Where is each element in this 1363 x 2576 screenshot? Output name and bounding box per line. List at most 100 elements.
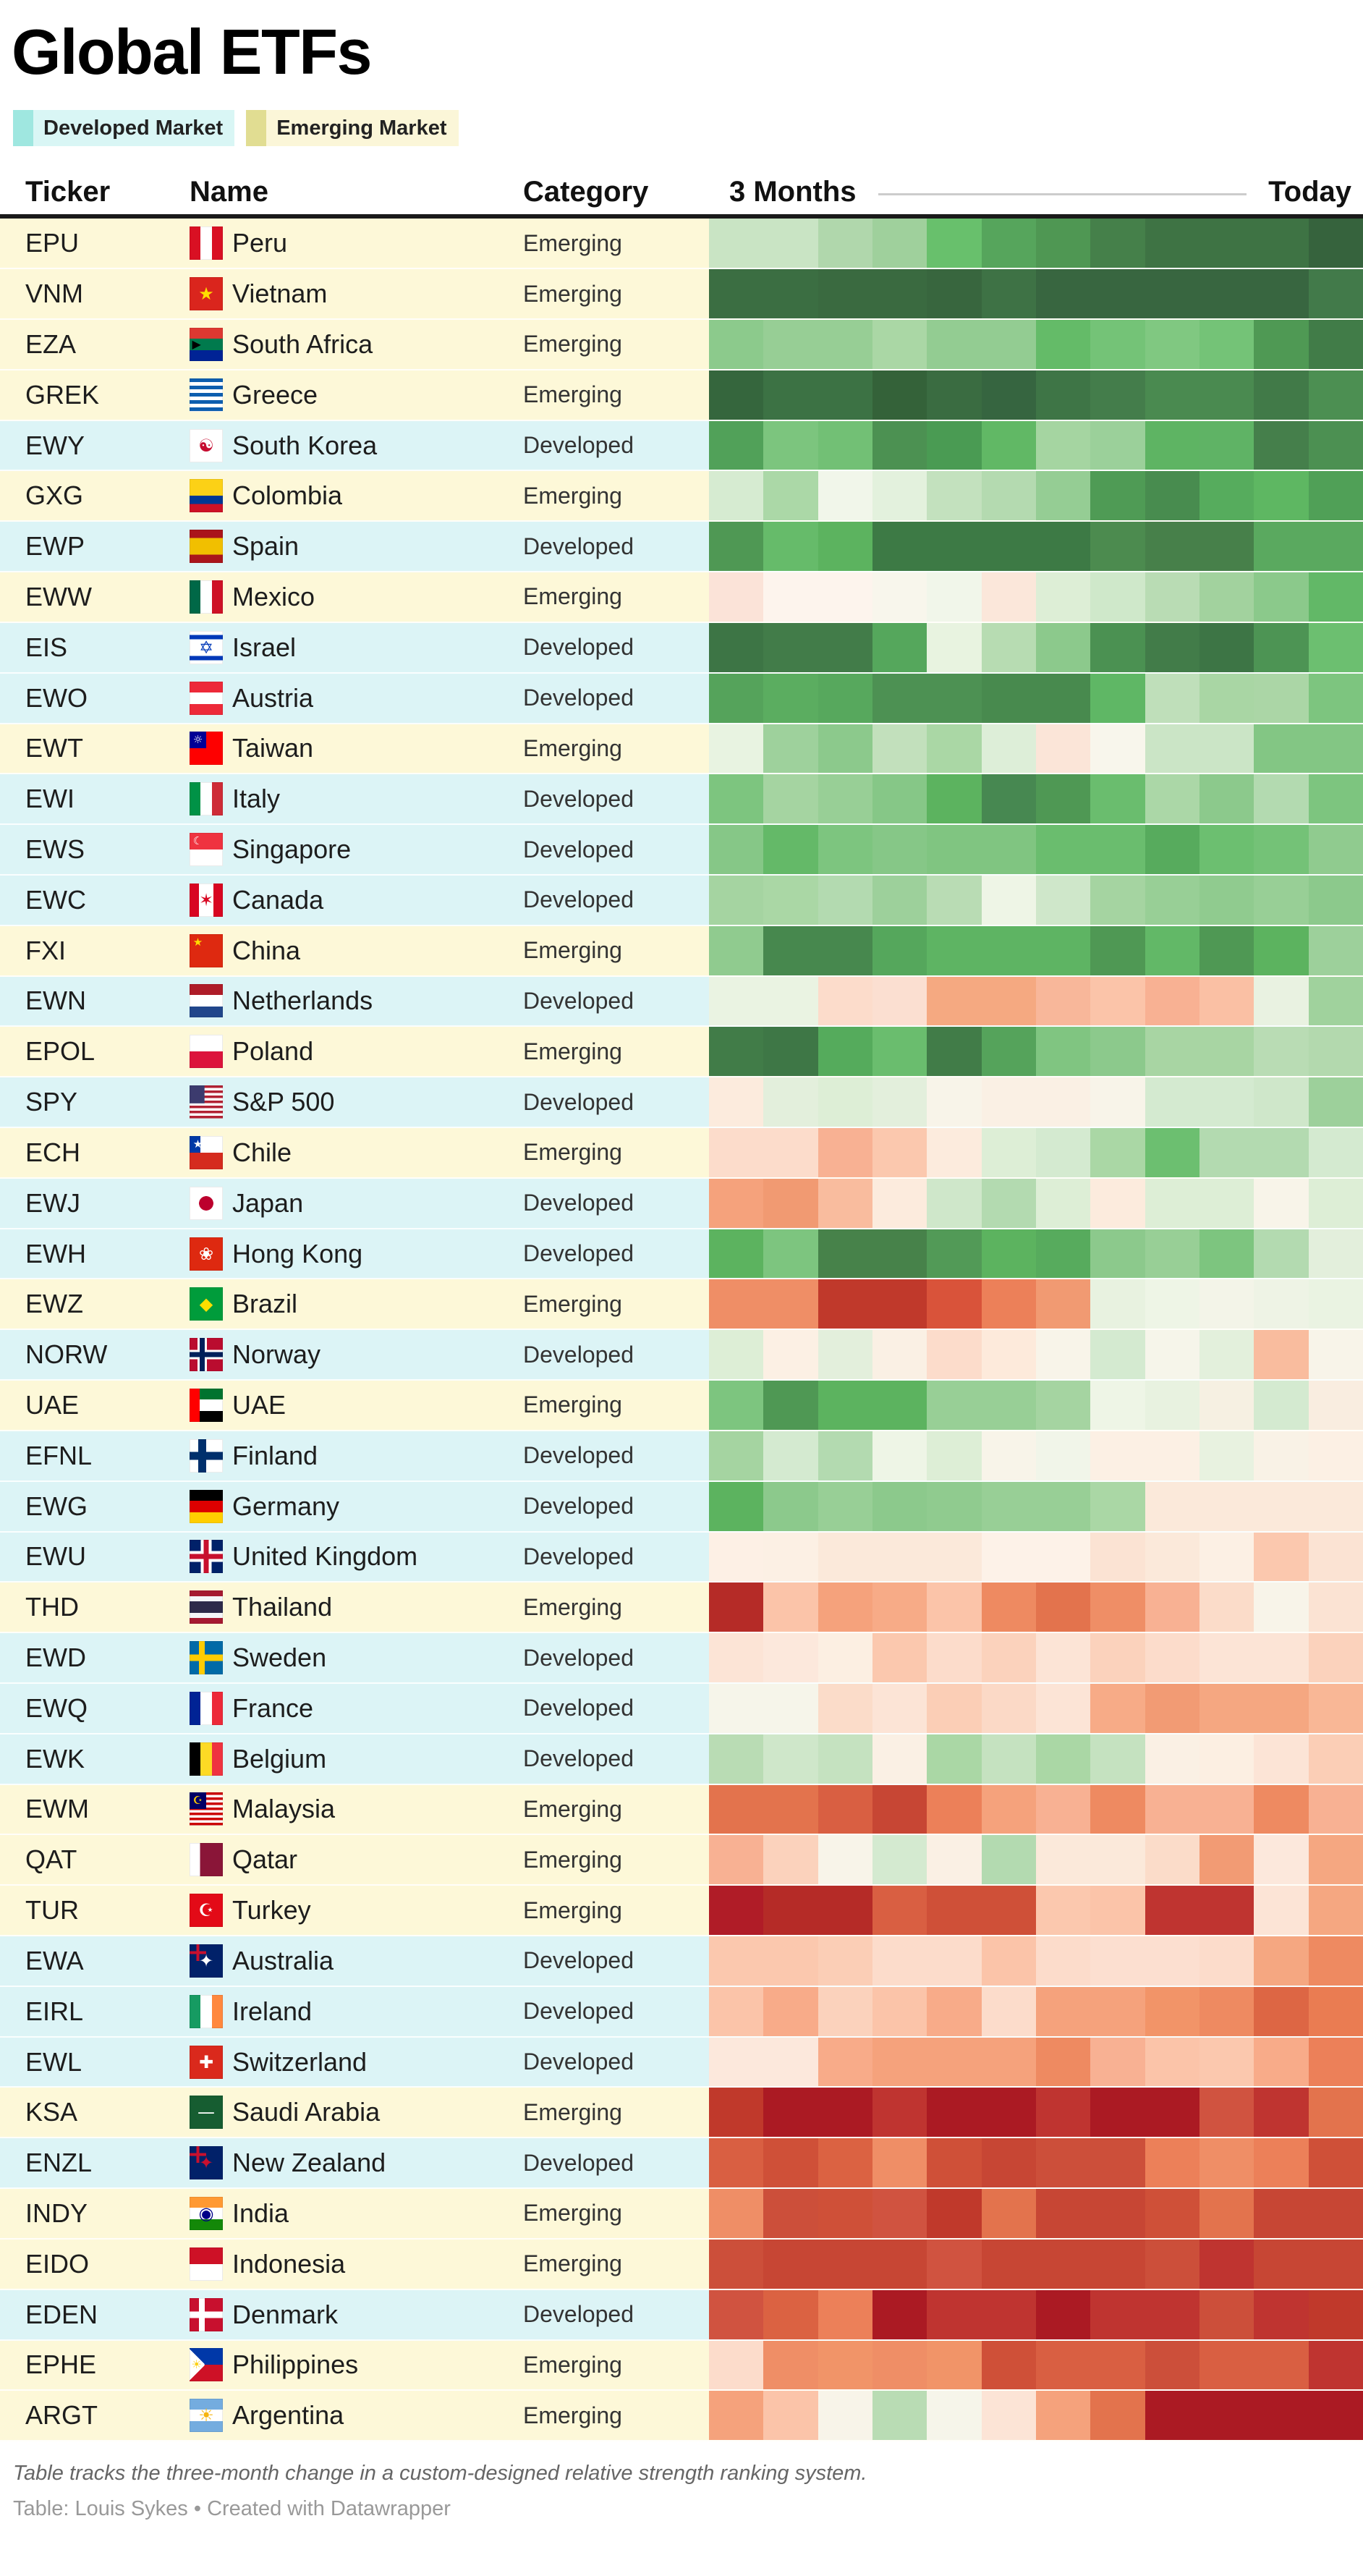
table-row: ENZL ✦ New Zealand Developed <box>0 2138 1363 2190</box>
heatmap-strip <box>709 2088 1363 2138</box>
heatmap-strip <box>709 875 1363 925</box>
heat-cell <box>872 925 927 975</box>
heat-cell <box>1090 2088 1145 2138</box>
heat-cell <box>1254 2289 1309 2339</box>
flag-glyph: ✚ <box>198 2051 214 2072</box>
heat-cell <box>818 2189 872 2238</box>
ticker-cell: EWC <box>25 884 86 915</box>
heat-cell <box>927 1986 982 2036</box>
heat-cell <box>1035 219 1091 268</box>
heat-cell <box>927 724 982 774</box>
heatmap-strip <box>709 1077 1363 1127</box>
ticker-cell: EWA <box>25 1945 84 1975</box>
heat-cell <box>1308 1936 1363 1986</box>
country-name: Hong Kong <box>232 1238 363 1268</box>
heatmap-strip <box>709 2189 1363 2238</box>
heat-cell <box>763 2138 818 2188</box>
name-cell: UAE <box>170 1381 506 1430</box>
heat-cell <box>872 825 927 874</box>
heat-cell <box>1035 1128 1091 1177</box>
name-cell: ◆ Brazil <box>170 1279 506 1329</box>
table-row: EZA ▶ South Africa Emerging <box>0 320 1363 370</box>
developed-swatch-icon <box>13 110 33 147</box>
heat-cell <box>709 2037 764 2087</box>
heat-cell <box>981 1381 1036 1430</box>
table-row: EWO Austria Developed <box>0 673 1363 724</box>
heat-cell <box>981 1784 1036 1834</box>
heatmap-strip <box>709 420 1363 470</box>
heatmap-strip <box>709 1683 1363 1733</box>
new-zealand-flag-icon: ✦ <box>190 2146 223 2180</box>
ticker-cell: EIRL <box>25 1996 84 2026</box>
heat-cell <box>872 2037 927 2087</box>
heat-cell <box>872 1229 927 1279</box>
qatar-flag-icon <box>190 1843 223 1877</box>
range-connector-line <box>878 192 1247 195</box>
taiwan-flag-icon: ☼ <box>190 732 223 766</box>
heat-cell <box>1090 774 1145 824</box>
country-name: China <box>232 935 301 965</box>
table-row: KSA — Saudi Arabia Emerging <box>0 2088 1363 2139</box>
saudi-arabia-flag-icon: — <box>190 2096 223 2130</box>
heat-cell <box>1308 1330 1363 1380</box>
heat-cell <box>1308 1431 1363 1480</box>
heat-cell <box>818 673 872 723</box>
heat-cell <box>709 320 764 369</box>
ticker-cell: UAE <box>25 1389 80 1420</box>
heat-cell <box>872 1986 927 2036</box>
country-name: Thailand <box>232 1592 333 1622</box>
heat-cell <box>981 1734 1036 1784</box>
heat-cell <box>1308 1279 1363 1329</box>
heat-cell <box>872 320 927 369</box>
table-row: EFNL Finland Developed <box>0 1431 1363 1482</box>
table-row: INDY ◉ India Emerging <box>0 2189 1363 2240</box>
category-cell: Emerging <box>523 229 622 256</box>
table-row: VNM ★ Vietnam Emerging <box>0 269 1363 321</box>
heat-cell <box>927 2189 982 2238</box>
table-row: ARGT ☀ Argentina Emerging <box>0 2391 1363 2442</box>
heat-cell <box>709 825 764 874</box>
heat-cell <box>1090 269 1145 319</box>
heat-cell <box>1145 724 1199 774</box>
heat-cell <box>709 2138 764 2188</box>
heat-cell <box>1199 1835 1254 1885</box>
heat-cell <box>1254 370 1309 420</box>
heat-cell <box>1199 1279 1254 1329</box>
heat-cell <box>1090 2189 1145 2238</box>
ticker-cell: EZA <box>25 329 77 359</box>
ticker-cell: GREK <box>25 379 100 410</box>
heat-cell <box>1090 572 1145 622</box>
category-cell: Developed <box>523 1088 634 1115</box>
table-row: EWP Spain Developed <box>0 522 1363 573</box>
heat-cell <box>1199 471 1254 521</box>
heat-cell <box>1035 1330 1091 1380</box>
category-cell: Emerging <box>523 331 622 357</box>
ticker-cell: EPHE <box>25 2350 97 2380</box>
heatmap-strip <box>709 269 1363 319</box>
heat-cell <box>981 1128 1036 1177</box>
heat-cell <box>981 269 1036 319</box>
heat-cell <box>1035 2037 1091 2087</box>
category-cell: Developed <box>523 1947 634 1974</box>
heat-cell <box>1254 774 1309 824</box>
heat-cell <box>1199 1683 1254 1733</box>
flag-glyph: ☪ <box>198 1900 214 1921</box>
heatmap-strip <box>709 1532 1363 1582</box>
heatmap-strip <box>709 2340 1363 2390</box>
category-cell: Developed <box>523 1695 634 1721</box>
emerging-swatch-icon <box>246 110 267 147</box>
heat-cell <box>818 219 872 268</box>
heat-cell <box>818 1381 872 1430</box>
category-cell: Emerging <box>523 280 622 307</box>
heat-cell <box>709 1077 764 1127</box>
heat-cell <box>1090 1633 1145 1682</box>
heat-cell <box>927 572 982 622</box>
name-cell: Indonesia <box>170 2240 506 2289</box>
heat-cell <box>818 2088 872 2138</box>
heat-cell <box>981 1886 1036 1936</box>
name-cell: ❀ Hong Kong <box>170 1229 506 1279</box>
heat-cell <box>872 774 927 824</box>
south-korea-flag-icon: ☯ <box>190 428 223 462</box>
header-rule <box>0 214 1363 219</box>
heat-cell <box>1035 420 1091 470</box>
